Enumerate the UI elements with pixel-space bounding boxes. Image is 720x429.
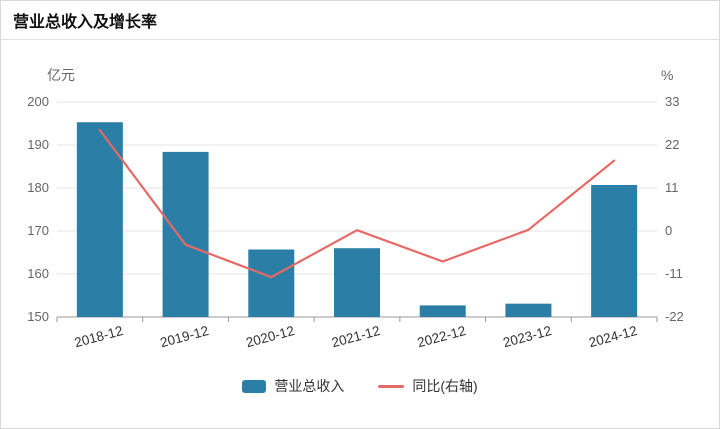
revenue-bar[interactable] xyxy=(505,303,552,317)
revenue-bar[interactable] xyxy=(334,248,380,317)
revenue-bar[interactable] xyxy=(419,305,466,317)
left-tick-label: 160 xyxy=(27,266,49,281)
right-tick-label: 0 xyxy=(665,223,672,238)
chart-legend: 营业总收入 同比(右轴) xyxy=(1,370,719,422)
left-tick-label: 180 xyxy=(27,180,49,195)
category-label: 2021-12 xyxy=(330,323,382,350)
card-header: 营业总收入及增长率 xyxy=(1,1,719,40)
category-label: 2024-12 xyxy=(587,323,639,350)
page-title: 营业总收入及增长率 xyxy=(13,14,158,31)
right-tick-label: 11 xyxy=(665,180,679,195)
bar-legend-swatch-icon xyxy=(242,379,267,393)
right-axis-unit: % xyxy=(661,67,673,83)
category-label: 2019-12 xyxy=(159,323,211,350)
category-label: 2022-12 xyxy=(416,323,468,350)
left-tick-label: 190 xyxy=(27,137,49,152)
left-tick-label: 150 xyxy=(27,309,49,324)
legend-item-revenue[interactable]: 营业总收入 xyxy=(242,376,344,396)
right-tick-label: -22 xyxy=(665,309,684,324)
legend-label-revenue: 营业总收入 xyxy=(274,378,345,394)
left-axis-unit: 亿元 xyxy=(47,67,75,83)
right-tick-label: 33 xyxy=(665,94,679,109)
revenue-bar[interactable] xyxy=(591,184,638,317)
combo-chart: 亿元 % 200 33 190 22 180 11 170 0 160 -11 150 -22 2018-1… xyxy=(27,67,684,350)
legend-item-yoy[interactable]: 同比(右轴) xyxy=(378,376,478,396)
left-tick-label: 200 xyxy=(27,94,49,109)
category-label: 2023-12 xyxy=(501,323,553,350)
line-legend-swatch-icon xyxy=(378,384,405,388)
right-tick-label: 22 xyxy=(665,137,679,152)
revenue-bar[interactable] xyxy=(162,151,209,317)
category-label: 2018-12 xyxy=(73,323,125,350)
revenue-bar[interactable] xyxy=(76,122,123,318)
chart-area: 亿元% 200 33 190 22 180 11 170 0 160 -11 150 -22 2018-1… xyxy=(1,40,719,370)
right-tick-label: -11 xyxy=(665,266,683,281)
yoy-line xyxy=(98,129,616,279)
revenue-bar[interactable] xyxy=(248,249,295,317)
category-label: 2020-12 xyxy=(244,323,296,350)
legend-label-yoy: 同比(右轴) xyxy=(412,378,478,394)
left-tick-label: 170 xyxy=(27,223,49,238)
